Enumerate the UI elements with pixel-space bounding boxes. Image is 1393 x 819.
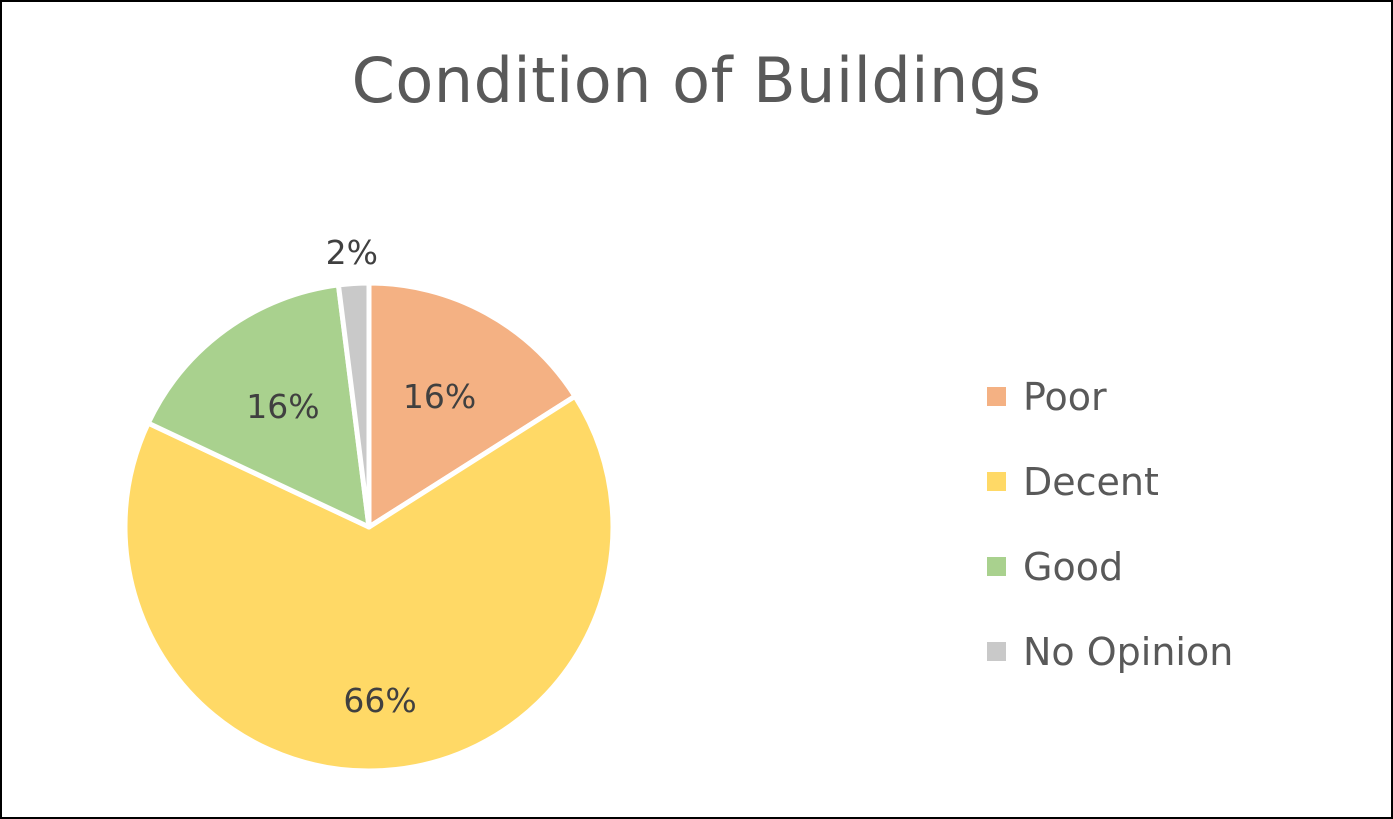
legend-label-poor: Poor	[1023, 374, 1107, 419]
chart-title: Condition of Buildings	[351, 44, 1042, 117]
pie-slice-no-opinion	[335, 280, 372, 530]
legend-swatch-poor	[987, 387, 1006, 406]
legend-label-good: Good	[1023, 544, 1124, 589]
legend-swatch-no-opinion	[987, 642, 1006, 661]
pie-slice-decent	[122, 393, 616, 774]
data-label-decent: 66%	[343, 681, 416, 720]
legend-label-no-opinion: No Opinion	[1023, 629, 1234, 674]
legend-item-decent: Decent	[987, 439, 1233, 524]
pie-data-labels: 16% 66% 16% 2%	[246, 233, 476, 720]
legend-item-poor: Poor	[987, 354, 1233, 439]
legend-item-no-opinion: No Opinion	[987, 609, 1233, 694]
pie-slice-poor	[366, 280, 578, 530]
data-label-good: 16%	[246, 387, 319, 426]
legend-swatch-good	[987, 557, 1006, 576]
pie-slice-good	[145, 282, 372, 530]
legend: Poor Decent Good No Opinion	[987, 354, 1233, 694]
legend-swatch-decent	[987, 472, 1006, 491]
pie-slices	[122, 280, 616, 774]
legend-label-decent: Decent	[1023, 459, 1159, 504]
legend-item-good: Good	[987, 524, 1233, 609]
data-label-no-opinion: 2%	[326, 233, 378, 272]
data-label-poor: 16%	[403, 377, 476, 416]
